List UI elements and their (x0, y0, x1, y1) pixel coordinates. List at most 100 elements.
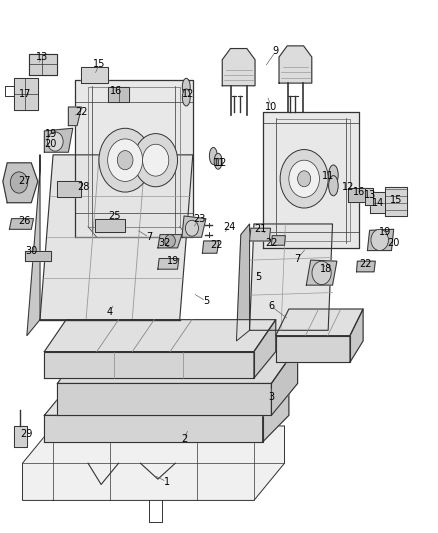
Text: 22: 22 (265, 238, 278, 247)
Text: 19: 19 (45, 128, 57, 139)
Text: 5: 5 (255, 272, 261, 282)
Text: 24: 24 (224, 222, 236, 232)
Polygon shape (350, 309, 363, 362)
Text: 9: 9 (273, 46, 279, 56)
Polygon shape (276, 336, 350, 362)
Polygon shape (14, 426, 27, 447)
Text: 6: 6 (268, 301, 275, 311)
Text: 19: 19 (167, 256, 179, 266)
Polygon shape (57, 181, 81, 197)
Circle shape (11, 172, 28, 193)
Circle shape (280, 150, 328, 208)
Polygon shape (237, 224, 250, 341)
Circle shape (117, 151, 133, 169)
Polygon shape (57, 346, 297, 383)
Polygon shape (14, 78, 38, 110)
Text: 16: 16 (353, 187, 365, 197)
Polygon shape (22, 426, 285, 500)
Text: 13: 13 (36, 52, 48, 61)
Polygon shape (276, 309, 363, 336)
Text: 27: 27 (18, 176, 31, 187)
Text: 25: 25 (108, 211, 120, 221)
Text: 20: 20 (45, 139, 57, 149)
Text: 11: 11 (213, 158, 225, 168)
Text: 7: 7 (294, 254, 301, 263)
Text: 3: 3 (268, 392, 275, 402)
Circle shape (312, 261, 331, 285)
Polygon shape (250, 224, 332, 330)
Text: 16: 16 (110, 86, 123, 96)
Polygon shape (202, 241, 219, 253)
Polygon shape (44, 383, 289, 415)
Text: 14: 14 (372, 198, 385, 208)
Polygon shape (57, 383, 272, 415)
Text: 7: 7 (146, 232, 152, 243)
Polygon shape (25, 251, 51, 261)
Ellipse shape (182, 78, 190, 95)
Polygon shape (348, 188, 367, 201)
Polygon shape (75, 80, 193, 237)
Polygon shape (44, 320, 276, 352)
Polygon shape (108, 87, 130, 102)
Polygon shape (385, 187, 407, 216)
Polygon shape (263, 112, 359, 248)
Polygon shape (81, 67, 108, 83)
Polygon shape (367, 229, 394, 251)
Text: 15: 15 (93, 60, 105, 69)
Polygon shape (10, 219, 33, 229)
Ellipse shape (328, 175, 338, 196)
Polygon shape (158, 259, 179, 269)
Circle shape (143, 144, 169, 176)
Text: 12: 12 (342, 182, 354, 192)
Polygon shape (44, 415, 263, 442)
Circle shape (289, 160, 319, 197)
Ellipse shape (182, 89, 190, 106)
Text: 12: 12 (182, 88, 194, 99)
Text: 22: 22 (75, 107, 88, 117)
Text: 18: 18 (320, 264, 332, 274)
Polygon shape (263, 383, 289, 442)
Text: 10: 10 (265, 102, 278, 112)
Text: 2: 2 (181, 434, 187, 445)
Text: 20: 20 (388, 238, 400, 247)
Text: 4: 4 (107, 306, 113, 317)
Polygon shape (222, 49, 255, 86)
Text: 23: 23 (193, 214, 205, 224)
Circle shape (371, 229, 389, 251)
Polygon shape (158, 235, 182, 248)
Polygon shape (250, 228, 271, 241)
Text: 13: 13 (364, 190, 376, 200)
Text: 19: 19 (379, 227, 391, 237)
Polygon shape (95, 219, 125, 232)
Text: 28: 28 (78, 182, 90, 192)
Text: 12: 12 (215, 158, 227, 168)
Polygon shape (272, 346, 297, 415)
Circle shape (165, 235, 175, 247)
Circle shape (108, 139, 143, 181)
Text: 26: 26 (18, 216, 31, 227)
Circle shape (47, 132, 63, 151)
Text: 11: 11 (322, 171, 334, 181)
Polygon shape (272, 236, 286, 245)
Text: 21: 21 (254, 224, 267, 235)
Text: 22: 22 (211, 240, 223, 250)
Circle shape (99, 128, 151, 192)
Polygon shape (40, 155, 193, 320)
Circle shape (185, 220, 198, 236)
Ellipse shape (214, 154, 222, 169)
Text: 29: 29 (20, 429, 32, 439)
Circle shape (297, 171, 311, 187)
Ellipse shape (328, 165, 338, 185)
Text: 17: 17 (18, 88, 31, 99)
Polygon shape (44, 128, 73, 152)
Polygon shape (27, 155, 40, 336)
Polygon shape (44, 352, 254, 378)
Polygon shape (306, 260, 337, 285)
Polygon shape (365, 188, 373, 205)
Polygon shape (357, 261, 375, 272)
Circle shape (134, 134, 177, 187)
Polygon shape (370, 192, 385, 213)
Text: 15: 15 (390, 195, 402, 205)
Polygon shape (254, 320, 276, 378)
Text: 30: 30 (25, 246, 37, 255)
